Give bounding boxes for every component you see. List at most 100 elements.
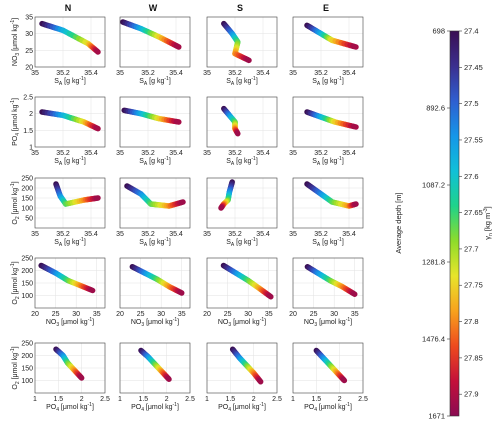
- y-tick-label: 250: [21, 256, 33, 263]
- x-axis-label-part: 4: [141, 407, 144, 413]
- data-cloud: [313, 347, 348, 384]
- x-axis-label-part: NO: [304, 319, 315, 326]
- data-cloud: [39, 20, 101, 55]
- x-tick-label: 1: [291, 396, 295, 403]
- x-axis-label-part: [μmol kg: [231, 319, 260, 326]
- x-tick-label: 2.5: [272, 396, 282, 403]
- depth-tick-label: 1281.8: [422, 258, 445, 267]
- y-axis-label-part: ]: [12, 346, 19, 348]
- x-axis-label: SA [g kg-1]: [312, 76, 344, 87]
- y-tick-label: 20: [25, 65, 33, 72]
- x-axis-label-part: ]: [256, 78, 258, 85]
- x-axis-label-part: S: [139, 78, 144, 85]
- x-axis-label-part: 3: [56, 322, 59, 328]
- x-axis-label-part: S: [312, 158, 317, 165]
- x-axis-label-part: [g kg: [234, 239, 251, 246]
- y-axis-label: O2 [μmol kg-1]: [10, 346, 21, 389]
- panel-frame: [34, 257, 106, 309]
- y-axis-label-part: [μmol kg: [12, 104, 19, 133]
- y-axis-label-part: [μmol kg: [12, 24, 19, 53]
- data-point: [257, 377, 264, 385]
- x-axis-label-part: -1: [337, 156, 342, 162]
- x-tick-label: 35: [31, 70, 39, 77]
- x-axis-label-part: [g kg: [62, 239, 79, 246]
- x-axis-label-part: 3: [141, 322, 144, 328]
- panel-r3-w: 35 35.2 35.4SA [g kg-1]: [116, 177, 191, 248]
- x-axis-label-part: ]: [92, 319, 94, 326]
- x-tick-label: 20: [289, 311, 297, 318]
- x-axis-label-part: [μmol kg: [231, 404, 260, 411]
- x-tick-label: 35.2: [228, 150, 242, 157]
- x-axis-label-part: A: [59, 242, 63, 248]
- panel-frame: [292, 177, 364, 229]
- y-axis-label: PO4 [μmol kg-1]: [10, 98, 21, 146]
- data-point: [173, 43, 182, 50]
- y-axis-label-part: 2: [15, 381, 21, 384]
- x-tick-label: 35.2: [141, 150, 155, 157]
- x-tick-label: 35.4: [84, 150, 98, 157]
- x-axis-label: PO4 [μmol kg-1]: [46, 402, 94, 413]
- x-axis-label-part: [μmol kg: [317, 404, 346, 411]
- x-axis-label-part: A: [144, 81, 148, 87]
- x-axis-label-part: ]: [84, 158, 86, 165]
- x-axis-label-part: ]: [264, 404, 266, 411]
- x-axis-label-part: ]: [350, 319, 352, 326]
- density-tick-label: 27.65: [464, 208, 483, 217]
- density-tick-label: 27.75: [464, 281, 483, 290]
- data-cloud: [229, 346, 264, 385]
- column-header-w: W: [149, 3, 158, 13]
- x-tick-label: 1.5: [225, 396, 235, 403]
- y-tick-label: 200: [21, 186, 33, 193]
- panel-r2-w: 35 35.2 35.4SA [g kg-1]: [116, 96, 191, 167]
- depth-tick-label: 1087.2: [422, 181, 445, 190]
- x-tick-label: 35: [203, 231, 211, 238]
- y-tick-label: 100: [21, 378, 33, 385]
- panel-frame: [206, 342, 278, 394]
- x-axis-label-part: 3: [314, 322, 317, 328]
- data-cloud: [221, 105, 241, 137]
- x-tick-label: 35: [265, 311, 273, 318]
- x-axis-label: NO3 [μmol kg-1]: [304, 317, 352, 328]
- x-tick-label: 30: [330, 311, 338, 318]
- x-tick-label: 35: [289, 150, 297, 157]
- x-axis-label: SA [g kg-1]: [139, 156, 171, 167]
- panel-frame: [119, 257, 191, 309]
- data-cloud: [304, 264, 358, 297]
- x-tick-label: 35.2: [228, 70, 242, 77]
- x-tick-label: 35.4: [256, 70, 270, 77]
- x-axis-label-part: ]: [350, 404, 352, 411]
- x-axis-label: SA [g kg-1]: [226, 237, 258, 248]
- y-axis-label-part: O: [12, 384, 19, 390]
- data-point: [178, 199, 186, 206]
- panel-frame: [119, 342, 191, 394]
- x-axis-label-part: A: [231, 81, 235, 87]
- x-axis-label-part: PO: [131, 404, 142, 411]
- x-axis-label-part: -1: [88, 317, 93, 323]
- x-tick-label: 35: [116, 231, 124, 238]
- x-axis-label-part: -1: [337, 237, 342, 243]
- x-tick-label: 1: [205, 396, 209, 403]
- panel-frame: [206, 177, 278, 229]
- panel-frame: [292, 342, 364, 394]
- y-axis-label-part: [μmol kg: [12, 188, 19, 217]
- x-axis-label: SA [g kg-1]: [54, 237, 86, 248]
- x-axis-label-part: [g kg: [62, 158, 79, 165]
- x-axis-label: PO4 [μmol kg-1]: [131, 402, 179, 413]
- x-tick-label: 35.4: [342, 231, 356, 238]
- y-axis-label-part: O: [12, 219, 19, 225]
- x-tick-label: 2: [338, 396, 342, 403]
- y-tick-label: 200: [21, 353, 33, 360]
- x-axis-label-part: [g kg: [147, 239, 164, 246]
- y-axis-label-part: [μmol kg: [12, 268, 19, 297]
- x-axis-label-part: ]: [84, 78, 86, 85]
- density-tick-label: 27.45: [464, 63, 483, 72]
- x-axis-label-part: [μmol kg: [144, 404, 173, 411]
- panel-frame: [206, 96, 278, 148]
- x-axis-label-part: ]: [169, 158, 171, 165]
- panel-frame: [34, 342, 106, 394]
- x-axis-label-part: [μmol kg: [144, 319, 173, 326]
- data-cloud: [129, 264, 185, 296]
